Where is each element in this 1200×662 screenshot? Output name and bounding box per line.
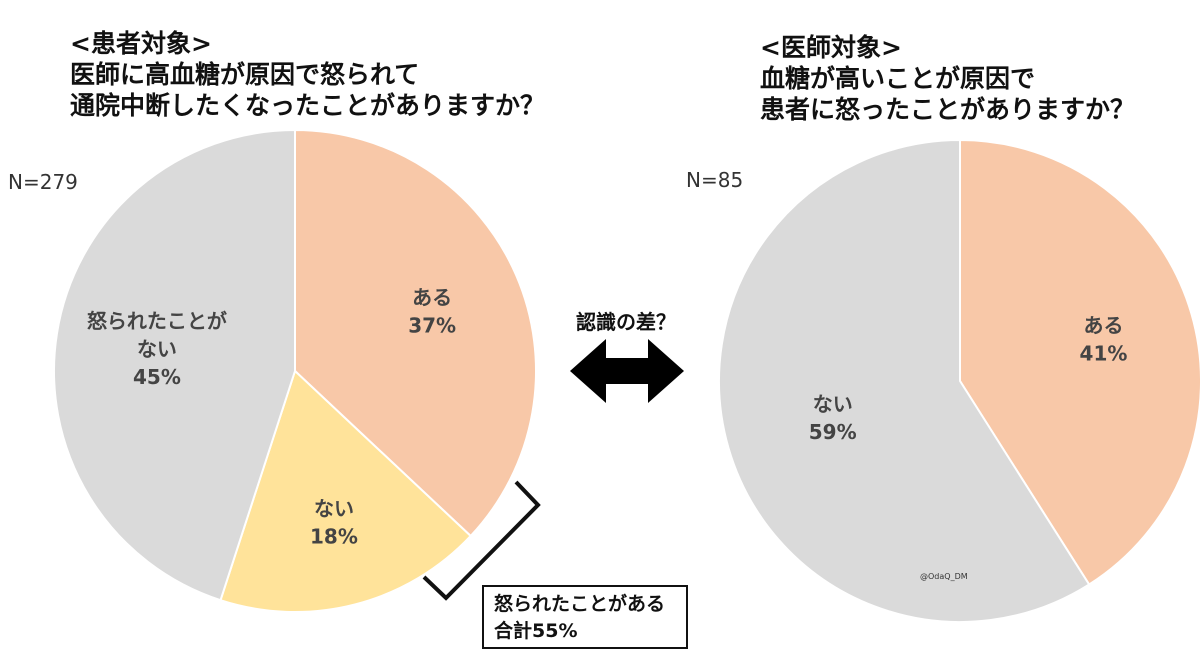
left-chart-title: <患者対象> 医師に高血糖が原因で怒られて 通院中断したくなったことがありますか… <box>70 28 545 121</box>
doctor-slice-0 <box>959 138 1200 586</box>
doctor-slice-1-value-label: 59% <box>809 420 857 444</box>
patient-slice-2-category-label: ない <box>137 337 177 361</box>
bracket-shape <box>422 480 541 601</box>
patient-slice-0 <box>294 128 537 538</box>
author-credit: @OdaQ_DM <box>920 572 968 581</box>
doctor-slice-0-value-label: 41% <box>1080 341 1128 365</box>
double-arrow-shape <box>570 339 684 403</box>
right-sample-size: N=85 <box>686 168 744 192</box>
doctor-pie-chart: ある 41% ない 59% <box>718 138 1200 623</box>
right-title-line-1: <医師対象> <box>760 33 902 62</box>
double-arrow-icon <box>570 339 684 403</box>
patient-slice-2 <box>53 128 296 602</box>
callout-line-1: 怒られたことがある <box>494 593 666 615</box>
patient-slice-0-category-label: ある <box>412 286 452 310</box>
patient-slice-2-value-label: 45% <box>133 365 181 389</box>
doctor-slice-1 <box>718 138 1091 623</box>
patient-slice-0-value-label: 37% <box>408 314 456 338</box>
bracket-icon <box>422 480 541 601</box>
doctor-slice-1-category-label: ない <box>813 392 853 416</box>
left-title-line-1: <患者対象> <box>70 29 212 58</box>
perception-gap-label: 認識の差？ <box>576 310 676 334</box>
left-sample-size: N=279 <box>8 170 78 194</box>
left-title-line-2: 医師に高血糖が原因で怒られて <box>70 60 420 89</box>
patient-slice-1-value-label: 18% <box>310 525 358 549</box>
right-title-line-3: 患者に怒ったことがありますか？ <box>760 95 1136 124</box>
callout-line-2: 合計55% <box>494 620 578 642</box>
doctor-slice-0-category-label: ある <box>1083 313 1123 337</box>
right-title-line-2: 血糖が高いことが原因で <box>760 64 1036 93</box>
patient-slice-1 <box>219 369 473 613</box>
left-title-line-3: 通院中断したくなったことがありますか？ <box>70 91 546 120</box>
total-callout-box: 怒られたことがある 合計55% <box>482 585 688 649</box>
patient-slice-2-category-label: 怒られたことが <box>87 309 227 333</box>
right-chart-title: <医師対象> 血糖が高いことが原因で 患者に怒ったことがありますか？ <box>760 32 1135 125</box>
patient-slice-1-category-label: ない <box>314 497 354 521</box>
